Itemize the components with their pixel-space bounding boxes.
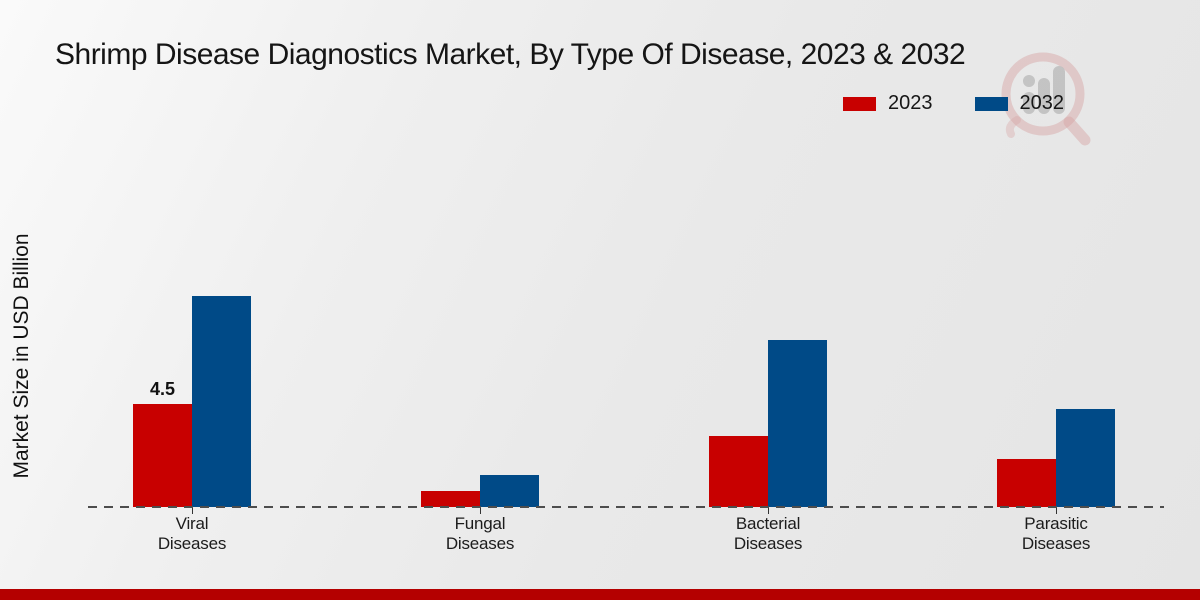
- bar-2023-viral-diseases: [133, 404, 192, 507]
- legend-label-2032: 2032: [1019, 92, 1065, 114]
- bar-2023-fungal-diseases: [421, 491, 480, 507]
- category-label-fungal-diseases: Fungal Diseases: [445, 514, 515, 553]
- bar-chart-magnifier-logo-icon: [1001, 52, 1091, 146]
- x-axis-tick-viral-diseases: [192, 508, 193, 514]
- legend-swatch-2023: [843, 96, 876, 111]
- chart-title: Shrimp Disease Diagnostics Market, By Ty…: [55, 38, 966, 71]
- x-axis-tick-fungal-diseases: [480, 508, 481, 514]
- category-label-parasitic-diseases: Parasitic Diseases: [1021, 514, 1091, 553]
- bar-2032-fungal-diseases: [480, 475, 539, 507]
- bar-2032-bacterial-diseases: [768, 340, 827, 507]
- value-label-2023-viral-diseases: 4.5: [149, 379, 176, 399]
- legend-swatch-2032: [974, 96, 1008, 111]
- footer-accent-band: [0, 589, 1200, 600]
- category-label-viral-diseases: Viral Diseases: [157, 514, 227, 553]
- legend-item-2032: 2032: [974, 92, 1065, 115]
- bar-2023-parasitic-diseases: [997, 459, 1056, 507]
- category-label-bacterial-diseases: Bacterial Diseases: [733, 514, 803, 553]
- bar-2032-parasitic-diseases: [1056, 409, 1115, 507]
- bar-2032-viral-diseases: [192, 296, 251, 507]
- legend: 2023 2032: [843, 92, 1064, 115]
- bar-2023-bacterial-diseases: [709, 436, 768, 507]
- legend-label-2023: 2023: [888, 92, 933, 114]
- x-axis-tick-parasitic-diseases: [1056, 508, 1057, 514]
- x-axis-dashed-baseline: [88, 506, 1164, 508]
- x-axis-tick-bacterial-diseases: [768, 508, 769, 514]
- legend-item-2023: 2023: [843, 92, 933, 115]
